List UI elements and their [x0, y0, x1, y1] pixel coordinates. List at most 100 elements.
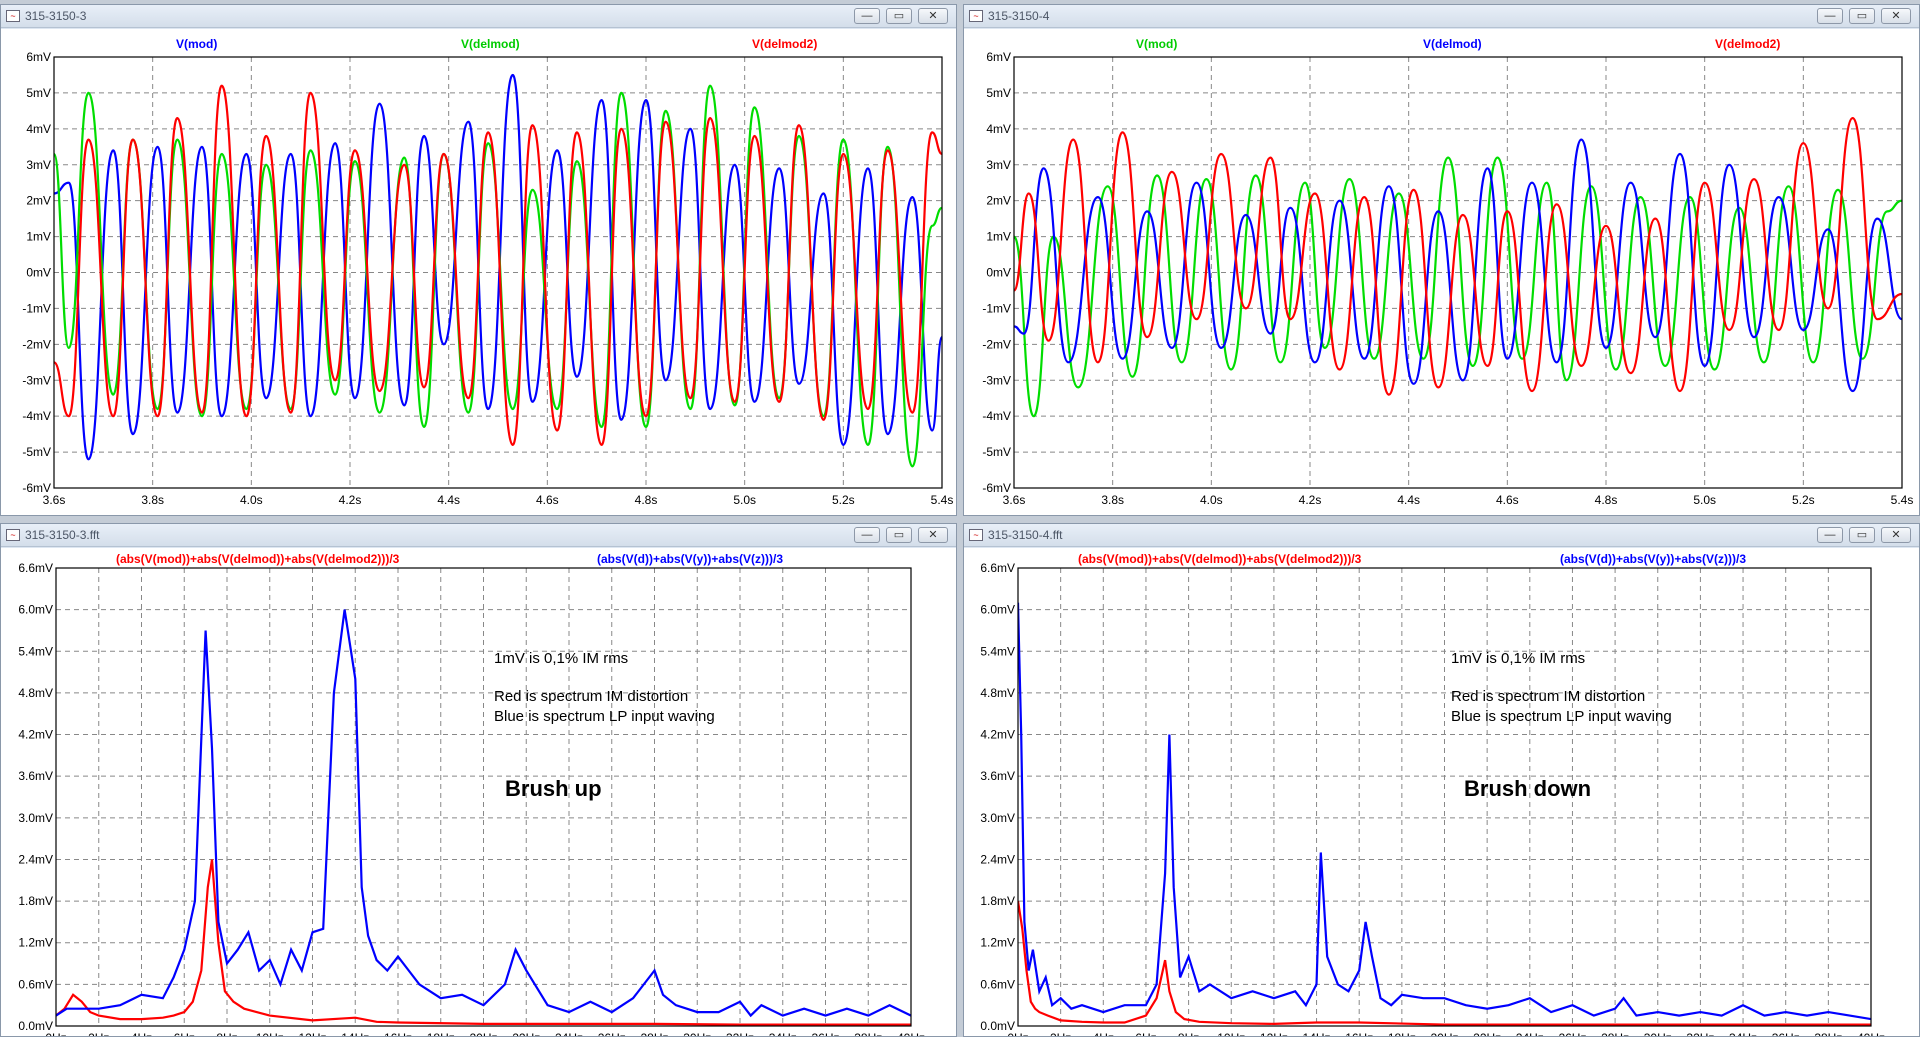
x-tick-label: 3.8s	[141, 493, 164, 507]
x-tick-label: 30Hz	[683, 1031, 711, 1036]
y-tick-label: 6.0mV	[980, 603, 1015, 617]
plot-area[interactable]: 0Hz 2Hz 4Hz 6Hz 8Hz 10Hz 12Hz 14Hz 16Hz 18Hz 20Hz 2…	[964, 548, 1919, 1036]
x-tick-label: 6Hz	[1135, 1031, 1156, 1036]
y-tick-label: 6.0mV	[18, 603, 53, 617]
y-tick-label: 2mV	[26, 194, 51, 208]
y-tick-label: 1.8mV	[18, 894, 53, 908]
maximize-button[interactable]: ▭	[886, 527, 912, 543]
waveform-window-2[interactable]: ~ 315-3150-4 — ▭ ✕ 3.6s 3.8s 4.0s 4.2s 4.4s 4…	[963, 4, 1920, 516]
series-line-abs-v-mod-abs-v-delmod-abs-v-delmod2-3	[1018, 900, 1871, 1026]
close-button[interactable]: ✕	[1881, 8, 1911, 24]
y-tick-label: -3mV	[22, 373, 51, 387]
x-tick-label: 4.8s	[635, 493, 658, 507]
y-tick-label: 3mV	[986, 158, 1011, 172]
plot-area[interactable]: 3.6s 3.8s 4.0s 4.2s 4.4s 4.6s 4.8s 5.0s 5.2s 5.4s…	[964, 29, 1919, 515]
x-tick-label: 20Hz	[1430, 1031, 1458, 1036]
x-tick-label: 16Hz	[1345, 1031, 1373, 1036]
title-bar[interactable]: ~ 315-3150-4.fft — ▭ ✕	[964, 524, 1919, 547]
x-tick-label: 6Hz	[174, 1031, 195, 1036]
y-tick-label: 4.2mV	[980, 728, 1015, 742]
x-tick-label: 18Hz	[1388, 1031, 1416, 1036]
y-tick-label: 0.6mV	[18, 977, 53, 991]
x-tick-label: 4.8s	[1595, 493, 1618, 507]
x-tick-label: 24Hz	[1516, 1031, 1544, 1036]
minimize-button[interactable]: —	[854, 8, 880, 24]
fft-window-2[interactable]: ~ 315-3150-4.fft — ▭ ✕ 0Hz 2Hz 4Hz 6Hz 8Hz 10…	[963, 523, 1920, 1037]
waveform-window-1[interactable]: ~ 315-3150-3 — ▭ ✕ 3.6s 3.8s 4.0s 4.2s 4.4s 4…	[0, 4, 957, 516]
close-button[interactable]: ✕	[918, 527, 948, 543]
series-line-abs-v-d-abs-v-y-abs-v-z-3	[56, 609, 911, 1018]
fft-window-1[interactable]: ~ 315-3150-3.fft — ▭ ✕ 0Hz 2Hz 4Hz 6Hz 8Hz 10…	[0, 523, 957, 1037]
y-tick-label: 3.6mV	[980, 769, 1015, 783]
maximize-button[interactable]: ▭	[1849, 8, 1875, 24]
y-tick-label: 4mV	[26, 122, 51, 136]
y-tick-label: -4mV	[22, 409, 51, 423]
y-tick-label: 5.4mV	[980, 644, 1015, 658]
y-tick-label: 1mV	[26, 230, 51, 244]
close-button[interactable]: ✕	[1881, 527, 1911, 543]
minimize-button[interactable]: —	[854, 527, 880, 543]
close-button[interactable]: ✕	[918, 8, 948, 24]
x-tick-label: 4.4s	[437, 493, 460, 507]
x-tick-label: 26Hz	[1558, 1031, 1586, 1036]
window-title: 315-3150-3.fft	[25, 528, 100, 542]
chart-svg: 0Hz 2Hz 4Hz 6Hz 8Hz 10Hz 12Hz 14Hz 16Hz 18Hz 20Hz 2…	[980, 561, 1885, 1036]
x-tick-label: 40Hz	[897, 1031, 925, 1036]
title-bar[interactable]: ~ 315-3150-4 — ▭ ✕	[964, 5, 1919, 28]
trace-label-v-delmod[interactable]: V(delmod)	[461, 37, 520, 51]
y-tick-label: 4.2mV	[18, 728, 53, 742]
title-bar[interactable]: ~ 315-3150-3.fft — ▭ ✕	[1, 524, 956, 547]
waveform-app-icon: ~	[6, 529, 20, 541]
y-tick-label: 3.6mV	[18, 769, 53, 783]
y-tick-label: 2.4mV	[18, 852, 53, 866]
x-tick-label: 4.0s	[1200, 493, 1223, 507]
y-tick-label: 0mV	[26, 266, 51, 280]
window-title: 315-3150-4	[988, 9, 1050, 23]
x-tick-label: 30Hz	[1644, 1031, 1672, 1036]
y-tick-label: 0mV	[986, 266, 1011, 280]
series-line-v-mod	[54, 73, 942, 461]
trace-label-input-sum[interactable]: (abs(V(d))+abs(V(y))+abs(V(z)))/3	[597, 552, 784, 566]
maximize-button[interactable]: ▭	[1849, 527, 1875, 543]
plot-area[interactable]: 0Hz 2Hz 4Hz 6Hz 8Hz 10Hz 12Hz 14Hz 16Hz 18Hz 20Hz 2…	[1, 548, 956, 1036]
annotation-brush-state: Brush up	[505, 776, 602, 801]
y-tick-label: 4mV	[986, 122, 1011, 136]
window-title: 315-3150-3	[25, 9, 87, 23]
y-tick-label: 5mV	[26, 86, 51, 100]
y-tick-label: 1mV	[986, 230, 1011, 244]
trace-label-distortion-sum[interactable]: (abs(V(mod))+abs(V(delmod))+abs(V(delmod…	[116, 552, 400, 566]
x-tick-label: 3.6s	[1003, 493, 1026, 507]
annotation-scale-note: 1mV is 0,1% IM rms	[494, 650, 629, 667]
series-line-v-delmod2	[54, 84, 942, 447]
y-tick-label: -2mV	[22, 337, 51, 351]
x-tick-label: 32Hz	[1686, 1031, 1714, 1036]
annotation-scale-note: 1mV is 0,1% IM rms	[1451, 650, 1586, 667]
trace-label-input-sum[interactable]: (abs(V(d))+abs(V(y))+abs(V(z)))/3	[1560, 552, 1747, 566]
y-tick-label: 3.0mV	[980, 811, 1015, 825]
minimize-button[interactable]: —	[1817, 527, 1843, 543]
y-tick-label: 4.8mV	[18, 686, 53, 700]
chart-svg: 0Hz 2Hz 4Hz 6Hz 8Hz 10Hz 12Hz 14Hz 16Hz 18Hz 20Hz 2…	[18, 561, 925, 1036]
plot-area[interactable]: 3.6s 3.8s 4.0s 4.2s 4.4s 4.6s 4.8s 5.0s 5.2s 5.4s…	[1, 29, 956, 515]
trace-label-distortion-sum[interactable]: (abs(V(mod))+abs(V(delmod))+abs(V(delmod…	[1078, 552, 1362, 566]
x-tick-label: 10Hz	[1217, 1031, 1245, 1036]
trace-label-v-delmod[interactable]: V(delmod)	[1423, 37, 1482, 51]
minimize-button[interactable]: —	[1817, 8, 1843, 24]
y-tick-label: 3.0mV	[18, 811, 53, 825]
series-line-v-delmod	[54, 84, 942, 468]
y-tick-label: 0.0mV	[980, 1019, 1015, 1033]
x-tick-label: 3.6s	[43, 493, 66, 507]
title-bar[interactable]: ~ 315-3150-3 — ▭ ✕	[1, 5, 956, 28]
x-tick-label: 22Hz	[1473, 1031, 1501, 1036]
x-tick-label: 5.2s	[1792, 493, 1815, 507]
x-tick-label: 34Hz	[769, 1031, 797, 1036]
x-tick-label: 12Hz	[1260, 1031, 1288, 1036]
trace-label-v-delmod2[interactable]: V(delmod2)	[1715, 37, 1781, 51]
y-tick-label: 6mV	[986, 50, 1011, 64]
trace-label-v-delmod2[interactable]: V(delmod2)	[752, 37, 818, 51]
maximize-button[interactable]: ▭	[886, 8, 912, 24]
x-tick-label: 14Hz	[341, 1031, 369, 1036]
trace-label-v-mod[interactable]: V(mod)	[176, 37, 218, 51]
plot-frame	[53, 56, 943, 489]
trace-label-v-mod[interactable]: V(mod)	[1136, 37, 1178, 51]
